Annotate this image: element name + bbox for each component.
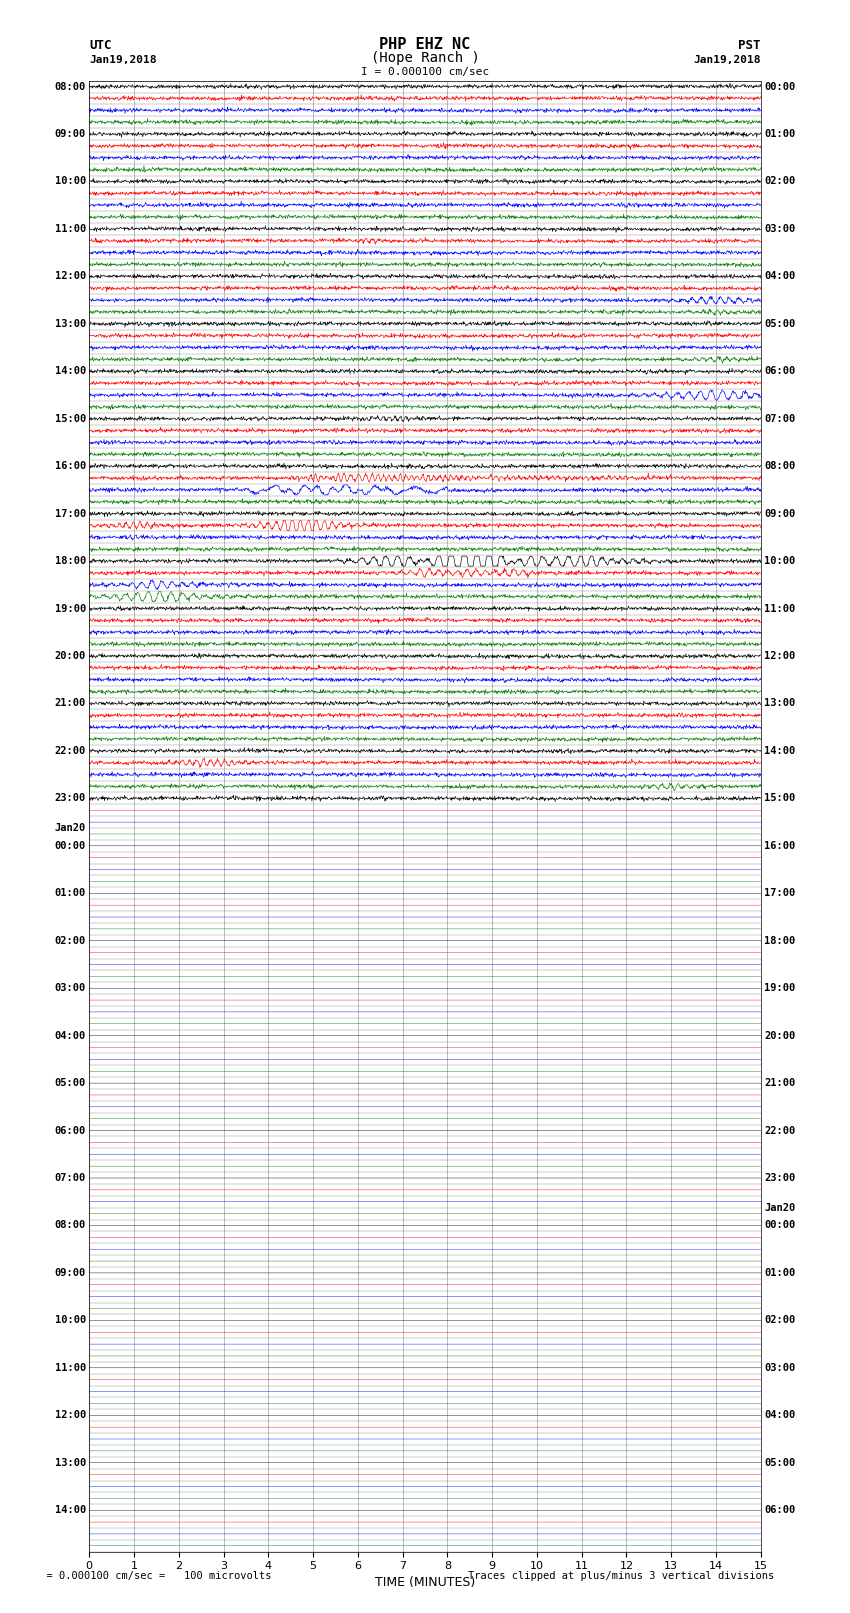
Text: 23:00: 23:00	[54, 794, 86, 803]
Text: 17:00: 17:00	[54, 508, 86, 519]
Text: 05:00: 05:00	[54, 1077, 86, 1089]
Text: I = 0.000100 cm/sec: I = 0.000100 cm/sec	[361, 68, 489, 77]
Text: 08:00: 08:00	[54, 82, 86, 92]
Text: 07:00: 07:00	[54, 1173, 86, 1182]
Text: Jan19,2018: Jan19,2018	[694, 55, 761, 65]
Text: 22:00: 22:00	[764, 1126, 796, 1136]
Text: 16:00: 16:00	[764, 840, 796, 850]
Text: 18:00: 18:00	[54, 556, 86, 566]
Text: 14:00: 14:00	[54, 1505, 86, 1515]
Text: 21:00: 21:00	[764, 1077, 796, 1089]
Text: 10:00: 10:00	[54, 176, 86, 187]
Text: 14:00: 14:00	[764, 745, 796, 756]
Text: 22:00: 22:00	[54, 745, 86, 756]
Text: 17:00: 17:00	[764, 889, 796, 898]
Text: 01:00: 01:00	[764, 1268, 796, 1277]
Text: 09:00: 09:00	[54, 129, 86, 139]
Text: 13:00: 13:00	[54, 1458, 86, 1468]
Text: PST: PST	[739, 39, 761, 52]
Text: 13:00: 13:00	[54, 319, 86, 329]
Text: 15:00: 15:00	[54, 415, 86, 424]
Text: Jan20: Jan20	[764, 1203, 796, 1213]
Text: 02:00: 02:00	[764, 1315, 796, 1326]
Text: 11:00: 11:00	[764, 603, 796, 613]
Text: 21:00: 21:00	[54, 698, 86, 708]
Text: 02:00: 02:00	[54, 936, 86, 945]
Text: 06:00: 06:00	[764, 366, 796, 376]
Text: PHP EHZ NC: PHP EHZ NC	[379, 37, 471, 52]
Text: 06:00: 06:00	[54, 1126, 86, 1136]
Text: = 0.000100 cm/sec =   100 microvolts: = 0.000100 cm/sec = 100 microvolts	[34, 1571, 271, 1581]
Text: 18:00: 18:00	[764, 936, 796, 945]
Text: 09:00: 09:00	[764, 508, 796, 519]
Text: 04:00: 04:00	[764, 271, 796, 281]
Text: 02:00: 02:00	[764, 176, 796, 187]
Text: 01:00: 01:00	[764, 129, 796, 139]
Text: 01:00: 01:00	[54, 889, 86, 898]
Text: 04:00: 04:00	[54, 1031, 86, 1040]
Text: 07:00: 07:00	[764, 415, 796, 424]
Text: 03:00: 03:00	[54, 984, 86, 994]
Text: 08:00: 08:00	[54, 1221, 86, 1231]
Text: UTC: UTC	[89, 39, 111, 52]
Text: 10:00: 10:00	[764, 556, 796, 566]
Text: 06:00: 06:00	[764, 1505, 796, 1515]
Text: (Hope Ranch ): (Hope Ranch )	[371, 50, 479, 65]
Text: 00:00: 00:00	[764, 1221, 796, 1231]
Text: 00:00: 00:00	[54, 840, 86, 850]
Text: 04:00: 04:00	[764, 1410, 796, 1421]
Text: 03:00: 03:00	[764, 224, 796, 234]
Text: Jan19,2018: Jan19,2018	[89, 55, 156, 65]
Text: 13:00: 13:00	[764, 698, 796, 708]
Text: 05:00: 05:00	[764, 319, 796, 329]
X-axis label: TIME (MINUTES): TIME (MINUTES)	[375, 1576, 475, 1589]
Text: 19:00: 19:00	[764, 984, 796, 994]
Text: 12:00: 12:00	[764, 652, 796, 661]
Text: 10:00: 10:00	[54, 1315, 86, 1326]
Text: 12:00: 12:00	[54, 271, 86, 281]
Text: 11:00: 11:00	[54, 1363, 86, 1373]
Text: 08:00: 08:00	[764, 461, 796, 471]
Text: 14:00: 14:00	[54, 366, 86, 376]
Text: 15:00: 15:00	[764, 794, 796, 803]
Text: 20:00: 20:00	[764, 1031, 796, 1040]
Text: Jan20: Jan20	[54, 823, 86, 832]
Text: Traces clipped at plus/minus 3 vertical divisions: Traces clipped at plus/minus 3 vertical …	[468, 1571, 774, 1581]
Text: 19:00: 19:00	[54, 603, 86, 613]
Text: 03:00: 03:00	[764, 1363, 796, 1373]
Text: 20:00: 20:00	[54, 652, 86, 661]
Text: 12:00: 12:00	[54, 1410, 86, 1421]
Text: 00:00: 00:00	[764, 82, 796, 92]
Text: 16:00: 16:00	[54, 461, 86, 471]
Text: 09:00: 09:00	[54, 1268, 86, 1277]
Text: 11:00: 11:00	[54, 224, 86, 234]
Text: 05:00: 05:00	[764, 1458, 796, 1468]
Text: 23:00: 23:00	[764, 1173, 796, 1182]
